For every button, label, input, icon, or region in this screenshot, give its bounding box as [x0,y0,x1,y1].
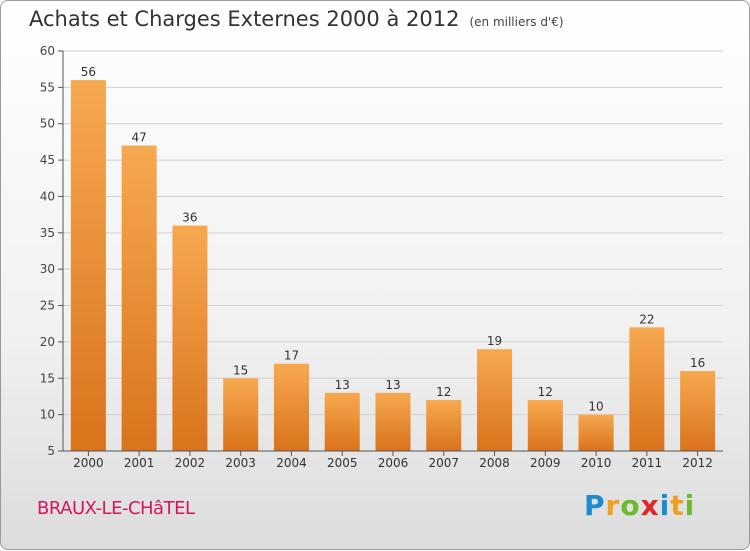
x-tick-label: 2006 [378,456,409,470]
x-tick-label: 2010 [581,456,612,470]
data-label: 56 [81,65,96,79]
data-label: 10 [588,400,603,414]
bar [629,327,665,451]
y-tick-label: 40 [40,189,55,203]
x-tick-label: 2005 [327,456,358,470]
data-label: 47 [132,131,147,145]
data-label: 12 [538,385,553,399]
data-label: 16 [690,356,705,370]
x-tick-label: 2012 [682,456,713,470]
x-tick-label: 2003 [225,456,256,470]
y-tick-label: 45 [40,153,55,167]
label-layer: 56 47 36 15 17 13 13 12 19 12 10 22 16 [81,65,706,414]
x-tick-label: 2008 [479,456,510,470]
bar [172,225,208,451]
data-label: 15 [233,363,248,377]
y-tick-label: 20 [40,335,55,349]
y-tick-label: 10 [40,408,55,422]
axis-layer: 5 10 15 20 25 30 35 40 45 50 55 60 2000 2001 2002 2003 2… [40,44,723,470]
y-tick-label: 5 [47,444,55,458]
bar [527,400,563,451]
chart-title: Achats et Charges Externes 2000 à 2012 (e… [29,7,564,31]
bar [70,80,106,451]
y-tick-label: 25 [40,299,55,313]
y-tick-label: 15 [40,371,55,385]
logo-letter: t [670,489,685,522]
data-label: 36 [182,211,197,225]
y-tick-label: 50 [40,117,55,131]
data-label: 17 [284,349,299,363]
bar [477,349,513,451]
logo-letter: P [584,489,606,522]
x-tick-label: 2011 [632,456,663,470]
bar-layer [70,80,716,451]
logo-letter: i [659,489,671,522]
y-tick-label: 55 [40,80,55,94]
proxiti-logo[interactable]: Proxiti [584,489,695,522]
x-tick-label: 2002 [175,456,206,470]
x-tick-label: 2004 [276,456,307,470]
x-tick-label: 2007 [428,456,459,470]
x-tick-label: 2001 [124,456,155,470]
title-text: Achats et Charges Externes 2000 à 2012 [29,7,460,31]
data-label: 12 [436,385,451,399]
x-tick-label: 2009 [530,456,561,470]
x-tick-label: 2000 [73,456,104,470]
data-label: 13 [385,378,400,392]
data-label: 19 [487,334,502,348]
bar [223,378,259,451]
bar [426,400,462,451]
bar [578,414,614,451]
bar [324,392,360,451]
commune-name: BRAUX-LE-CHâTEL [37,498,195,519]
data-label: 13 [335,378,350,392]
y-tick-label: 60 [40,44,55,58]
y-tick-label: 35 [40,226,55,240]
logo-letter: i [684,489,696,522]
logo-letter: r [605,489,621,522]
bar [121,145,157,451]
logo-letter: x [640,489,660,522]
y-tick-label: 30 [40,262,55,276]
bar [680,371,716,451]
data-label: 22 [639,312,654,326]
bar [375,392,411,451]
chart-subtitle: (en milliers d'€) [469,15,564,29]
bar [273,363,309,451]
logo-letter: o [620,489,641,522]
